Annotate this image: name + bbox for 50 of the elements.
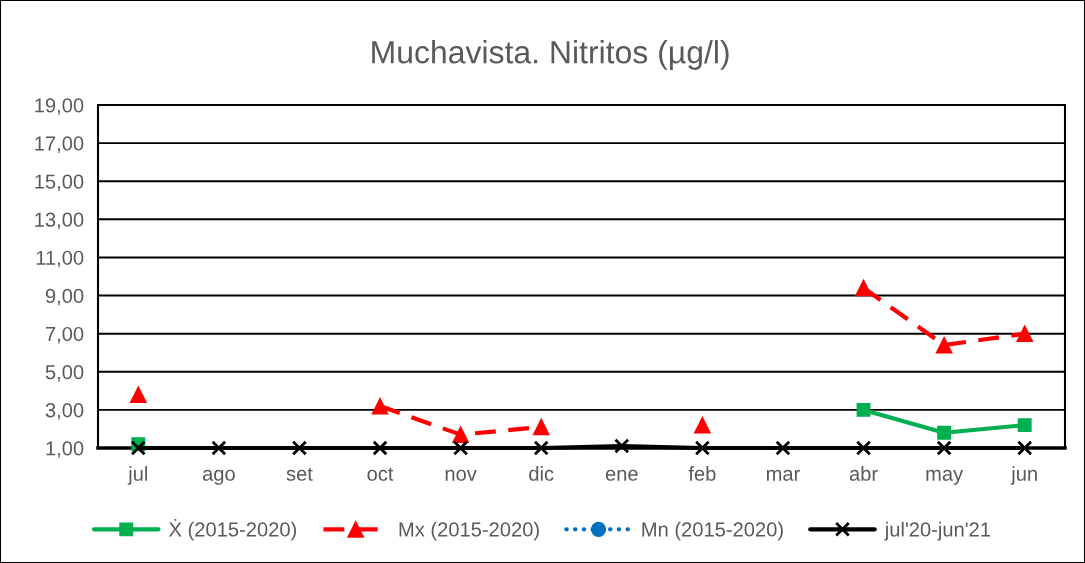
point [129, 386, 147, 403]
x-tick-label: oct [367, 467, 394, 481]
x-tick-label: ago [202, 469, 235, 485]
point [855, 440, 872, 456]
x-tick-label: jun [1010, 466, 1037, 485]
point [452, 426, 469, 443]
y-tick-label: 13,00 [35, 212, 84, 230]
x-tick-label: nov [445, 469, 477, 481]
legend-label: Ẋ (2015-2020) [168, 518, 297, 541]
point [371, 397, 389, 415]
y-tick-label: 9,00 [45, 288, 84, 306]
point [452, 440, 469, 456]
point [775, 440, 791, 456]
point [937, 425, 952, 440]
y-tick-label: 17,00 [35, 136, 84, 153]
point [1017, 418, 1032, 433]
y-tick-label: 5,00 [45, 365, 84, 382]
point [856, 402, 871, 417]
point [936, 440, 952, 456]
point [1016, 325, 1034, 343]
y-tick-label: 19,00 [35, 98, 84, 115]
y-tick-label: 15,00 [35, 174, 84, 192]
x-tick-label: feb [688, 466, 716, 481]
point [211, 440, 227, 456]
point [855, 279, 872, 297]
x-tick-label: dic [529, 466, 554, 481]
point [694, 440, 711, 456]
point [291, 440, 308, 456]
chart-title: Muchavista. Nitritos (µg/l) [372, 40, 729, 70]
x-tick-label: abr [849, 466, 878, 481]
point [532, 418, 550, 436]
legend-label: Mn (2015-2020) [642, 521, 783, 541]
x-tick-label: set [286, 467, 313, 481]
x-tick-label: mar [766, 469, 800, 481]
point [533, 440, 549, 456]
point [372, 440, 388, 456]
point [1017, 440, 1033, 456]
x-tick-label: ene [605, 469, 638, 481]
point [614, 438, 630, 454]
y-tick-label: 3,00 [45, 403, 84, 420]
point [130, 440, 146, 456]
y-tick-label: 11,00 [36, 250, 84, 268]
x-tick-label: jul [127, 466, 148, 485]
point [694, 416, 711, 434]
legend-label: jul'20-jun'21 [884, 521, 991, 541]
y-tick-label: 7,00 [45, 326, 84, 344]
y-tick-label: 1,00 [46, 441, 84, 458]
legend-label: Mx (2015-2020) [399, 521, 539, 541]
x-tick-label: may [926, 469, 964, 485]
point [935, 336, 953, 354]
